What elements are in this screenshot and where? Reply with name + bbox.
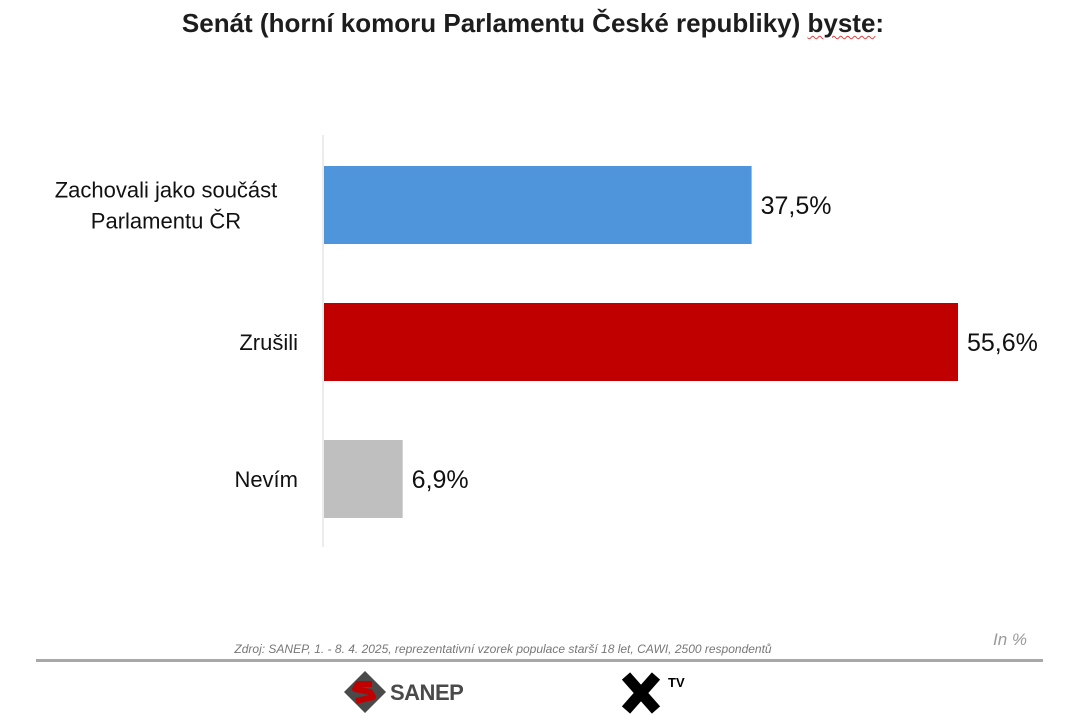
data-label-2: 6,9% xyxy=(412,466,469,494)
data-label-1: 55,6% xyxy=(967,329,1038,357)
category-label-2: Nevím xyxy=(234,467,298,492)
bar-0 xyxy=(324,166,752,244)
category-label-0: Zachovali jako součást Parlamentu ČR xyxy=(55,178,278,234)
bar-2 xyxy=(324,440,403,518)
data-label-0: 37,5% xyxy=(761,192,832,220)
unit-label: In % xyxy=(993,630,1028,649)
sanep-logo-text: SANEP xyxy=(390,680,464,705)
category-label-line: Zrušili xyxy=(239,330,298,355)
source-note: Zdroj: SANEP, 1. - 8. 4. 2025, reprezent… xyxy=(234,642,772,656)
x-icon xyxy=(621,672,661,714)
xtv-logo-text: TV xyxy=(668,675,685,690)
sanep-logo: SANEP xyxy=(340,668,480,718)
title-text: Senát (horní komoru Parlamentu České rep… xyxy=(181,8,808,38)
title-colon: : xyxy=(875,8,885,38)
xtv-logo: TV xyxy=(618,670,698,716)
title-text-underlined: byste xyxy=(807,8,876,38)
chart-title: Senát (horní komoru Parlamentu České rep… xyxy=(0,8,1066,39)
sanep-logo-icon xyxy=(344,671,386,713)
category-label-line: Nevím xyxy=(234,467,298,492)
footer-divider xyxy=(36,659,1043,662)
category-label-line: Parlamentu ČR xyxy=(91,209,241,234)
bar-1 xyxy=(324,303,958,381)
category-label-line: Zachovali jako součást xyxy=(55,178,278,203)
category-label-1: Zrušili xyxy=(239,330,298,355)
bar-chart: 37,5% Zachovali jako součást Parlamentu ČR… xyxy=(55,135,1038,547)
